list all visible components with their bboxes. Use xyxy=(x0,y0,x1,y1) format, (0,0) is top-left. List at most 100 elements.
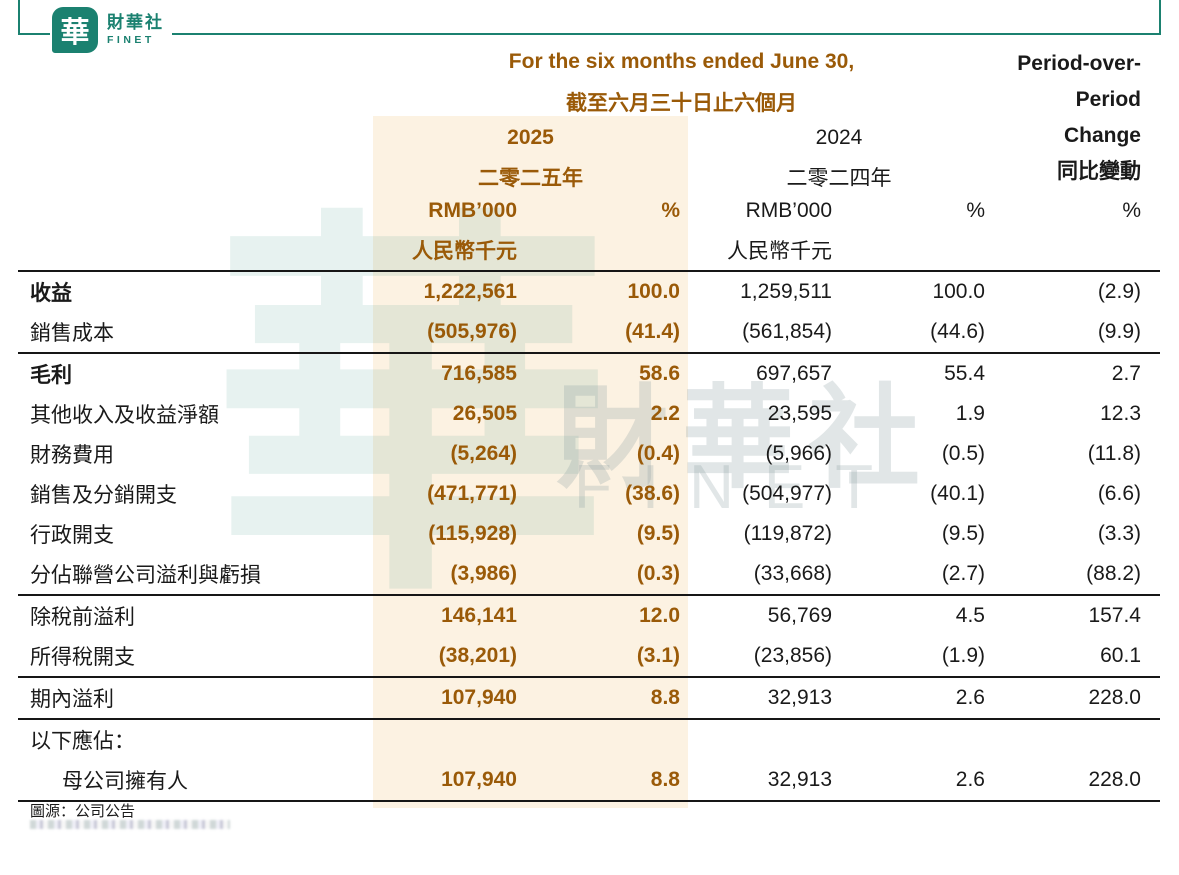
value-2025: (471,771) xyxy=(427,482,517,505)
row-label: 分佔聯營公司溢利與虧損 xyxy=(30,564,261,587)
frame-tick-left xyxy=(18,0,20,35)
year-2024-label-zh: 二零二四年 xyxy=(786,167,892,190)
pct-2024: (9.5) xyxy=(941,522,985,545)
year-2025-label-zh: 二零二五年 xyxy=(478,167,583,190)
table-row: 所得稅開支 (38,201) (3.1) (23,856) (1.9) 60.1 xyxy=(18,636,1160,676)
year-2024-label: 2024 xyxy=(815,126,863,149)
value-2025: (3,986) xyxy=(450,562,517,585)
period-header-en: For the six months ended June 30, xyxy=(508,50,855,73)
table-row: 分佔聯營公司溢利與虧損 (3,986) (0.3) (33,668) (2.7) (88.… xyxy=(18,554,1160,594)
value-2024: (23,856) xyxy=(753,644,832,667)
pct-2024: 100.0 xyxy=(932,280,985,303)
row-label: 所得稅開支 xyxy=(30,646,135,669)
pct-2025: (3.1) xyxy=(636,644,680,667)
pct-2024: (2.7) xyxy=(941,562,985,585)
value-2025: (115,928) xyxy=(428,522,517,545)
brand-name-zh: 財華社 xyxy=(107,12,164,32)
unit-2025: RMB’000 xyxy=(428,199,517,222)
value-2024 xyxy=(688,720,840,760)
table-row: 期內溢利 107,940 8.8 32,913 2.6 228.0 xyxy=(18,678,1160,718)
pct-2024: (0.5) xyxy=(941,442,985,465)
table-row: 除稅前溢利 146,141 12.0 56,769 4.5 157.4 xyxy=(18,596,1160,636)
table-row: 行政開支 (115,928) (9.5) (119,872) (9.5) (3.3) xyxy=(18,514,1160,554)
table-row: 其他收入及收益淨額 26,505 2.2 23,595 1.9 12.3 xyxy=(18,394,1160,434)
change-header: Period-over- Period Change 同比變動 xyxy=(1017,46,1141,190)
pct-2024 xyxy=(840,720,990,760)
pct-2024: 4.5 xyxy=(955,604,985,627)
value-2024: 32,913 xyxy=(767,768,832,791)
value-2025: 107,940 xyxy=(441,686,517,709)
table-row: 財務費用 (5,264) (0.4) (5,966) (0.5) (11.8) xyxy=(18,434,1160,474)
year-2025-label: 2025 xyxy=(507,126,554,149)
pct-2025: (0.3) xyxy=(636,562,680,585)
pct-2024: 1.9 xyxy=(955,402,985,425)
pct-2024: 2.6 xyxy=(955,686,985,709)
section-divider xyxy=(18,676,1160,678)
pct-2024: 2.6 xyxy=(955,768,985,791)
change-header-zh: 同比變動 xyxy=(1057,160,1141,183)
pct-2024: (44.6) xyxy=(930,320,985,343)
finet-logo: 華 財華社 FINET xyxy=(50,5,172,55)
table-row: 毛利 716,585 58.6 697,657 55.4 2.7 xyxy=(18,354,1160,394)
pct-2024: (1.9) xyxy=(941,644,985,667)
row-label: 銷售及分銷開支 xyxy=(30,484,177,507)
section-divider xyxy=(18,270,1160,272)
pct-header-2024: % xyxy=(966,199,985,222)
pct-2025: 8.8 xyxy=(650,768,680,791)
pct-header-2025: % xyxy=(661,199,680,222)
pct-2025: (41.4) xyxy=(625,320,680,343)
change-pct: 60.1 xyxy=(1100,644,1141,667)
column-2025-highlight xyxy=(373,116,688,808)
row-label: 期內溢利 xyxy=(30,688,114,711)
value-2025: 107,940 xyxy=(441,768,517,791)
table-row: 收益 1,222,561 100.0 1,259,511 100.0 (2.9) xyxy=(18,272,1160,312)
row-label: 其他收入及收益淨額 xyxy=(30,404,219,427)
section-divider xyxy=(18,800,1160,802)
change-pct: 157.4 xyxy=(1088,604,1141,627)
pct-2025: 12.0 xyxy=(639,604,680,627)
pct-2024: 55.4 xyxy=(944,362,985,385)
pct-2025: (9.5) xyxy=(636,522,680,545)
value-2024: (561,854) xyxy=(742,320,832,343)
compression-artifact xyxy=(30,820,230,829)
watermark-hua-icon: 華 xyxy=(212,188,612,635)
value-2024: (119,872) xyxy=(743,522,832,545)
value-2024: (33,668) xyxy=(753,562,832,585)
unit-2025-zh: 人民幣千元 xyxy=(412,240,517,263)
pct-2024: (40.1) xyxy=(930,482,985,505)
change-pct: 12.3 xyxy=(1100,402,1141,425)
value-2024: (504,977) xyxy=(742,482,832,505)
watermark-text-zh: 財華社 xyxy=(556,376,934,501)
change-pct: (2.9) xyxy=(1097,280,1141,303)
pct-2025: 100.0 xyxy=(627,280,680,303)
value-2024: 23,595 xyxy=(767,402,832,425)
section-divider xyxy=(18,718,1160,720)
unit-2024-zh: 人民幣千元 xyxy=(727,240,832,263)
change-pct: (11.8) xyxy=(1087,442,1141,465)
change-pct: (6.6) xyxy=(1097,482,1141,505)
change-pct: 228.0 xyxy=(1088,686,1141,709)
value-2024: 32,913 xyxy=(767,686,832,709)
pct-2025: (38.6) xyxy=(625,482,680,505)
value-2025: (38,201) xyxy=(438,644,517,667)
top-border-line xyxy=(18,33,1161,35)
finet-logo-icon: 華 xyxy=(52,7,98,53)
pct-2025 xyxy=(545,720,688,760)
period-header-zh: 截至六月三十日止六個月 xyxy=(566,92,797,115)
row-label: 銷售成本 xyxy=(30,322,114,345)
section-divider xyxy=(18,594,1160,596)
change-header-line1: Period-over- xyxy=(1017,52,1141,75)
change-pct xyxy=(990,720,1160,760)
change-header-line2: Period xyxy=(1075,88,1141,111)
row-label: 毛利 xyxy=(30,364,72,387)
row-label: 財務費用 xyxy=(30,444,114,467)
pct-2025: (0.4) xyxy=(636,442,680,465)
change-pct: (3.3) xyxy=(1097,522,1141,545)
image-source-caption: 圖源：公司公告 xyxy=(30,803,136,820)
value-2025: 716,585 xyxy=(441,362,517,385)
finet-logo-text: 財華社 FINET xyxy=(107,12,164,46)
unit-2024: RMB’000 xyxy=(745,199,832,222)
value-2025 xyxy=(373,720,545,760)
value-2025: (505,976) xyxy=(427,320,517,343)
value-2025: 146,141 xyxy=(441,604,517,627)
